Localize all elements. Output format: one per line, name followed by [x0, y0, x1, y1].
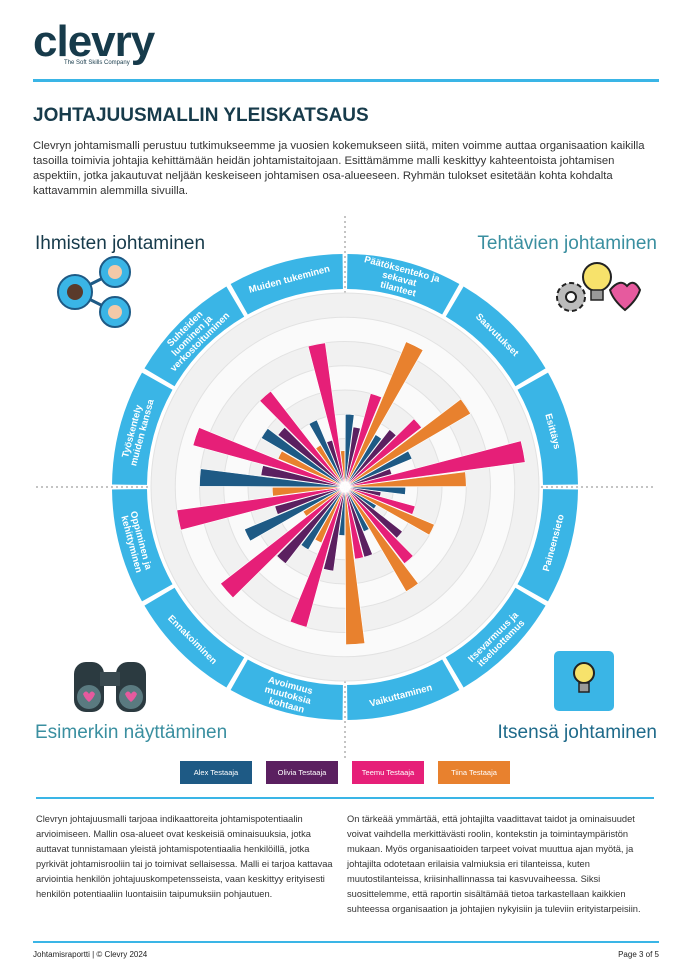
legend-label: Alex Testaaja — [194, 768, 239, 777]
lightbulb-icon — [554, 651, 614, 711]
category-band — [445, 587, 546, 688]
legend-swatch — [266, 761, 338, 784]
category-band — [517, 489, 578, 602]
legend-swatch — [180, 761, 252, 784]
bar — [340, 450, 346, 487]
quadrant-title: Tehtävien johtaminen — [477, 233, 657, 254]
legend-label: Tiina Testaaja — [451, 768, 498, 777]
footer-right: Page 3 of 5 — [618, 950, 659, 959]
quadrant-title: Esimerkin näyttäminen — [35, 722, 227, 743]
category-band — [112, 489, 173, 602]
section-rule — [36, 797, 654, 799]
category-band — [445, 286, 546, 387]
category-band — [347, 659, 460, 720]
category-band — [517, 372, 578, 485]
legend-swatch — [352, 761, 424, 784]
quadrant-title: Ihmisten johtaminen — [35, 233, 205, 254]
category-band — [230, 254, 343, 315]
category-band — [230, 659, 343, 720]
body-column: Clevryn johtajuusmalli tarjoaa indikaatt… — [36, 814, 333, 899]
logo: clevry — [33, 17, 155, 66]
footer-rule — [33, 941, 659, 943]
legend-label: Olivia Testaaja — [278, 768, 327, 777]
body-column: On tärkeää ymmärtää, että johtajilta vaa… — [347, 814, 641, 914]
footer-left: Johtamisraportti | © Clevry 2024 — [33, 950, 148, 959]
category-band — [347, 254, 460, 315]
category-band — [144, 587, 245, 688]
category-band — [112, 372, 173, 485]
people-icon — [57, 256, 131, 328]
category-band — [144, 286, 245, 387]
legend-swatch — [438, 761, 510, 784]
intro-text: Clevryn johtamismalli perustuu tutkimuks… — [33, 140, 645, 197]
page-title: JOHTAJUUSMALLIN YLEISKATSAUS — [33, 105, 369, 126]
binoculars-icon — [74, 662, 146, 712]
tagline: The Soft Skills Company — [64, 60, 130, 66]
task-icon — [556, 262, 642, 312]
legend-label: Teemu Testaaja — [362, 768, 415, 777]
quadrant-title: Itsensä johtaminen — [498, 722, 658, 743]
chart: Päätöksenteko ja sekavat tilanteetSaavut… — [35, 216, 658, 784]
header-rule — [33, 79, 659, 82]
